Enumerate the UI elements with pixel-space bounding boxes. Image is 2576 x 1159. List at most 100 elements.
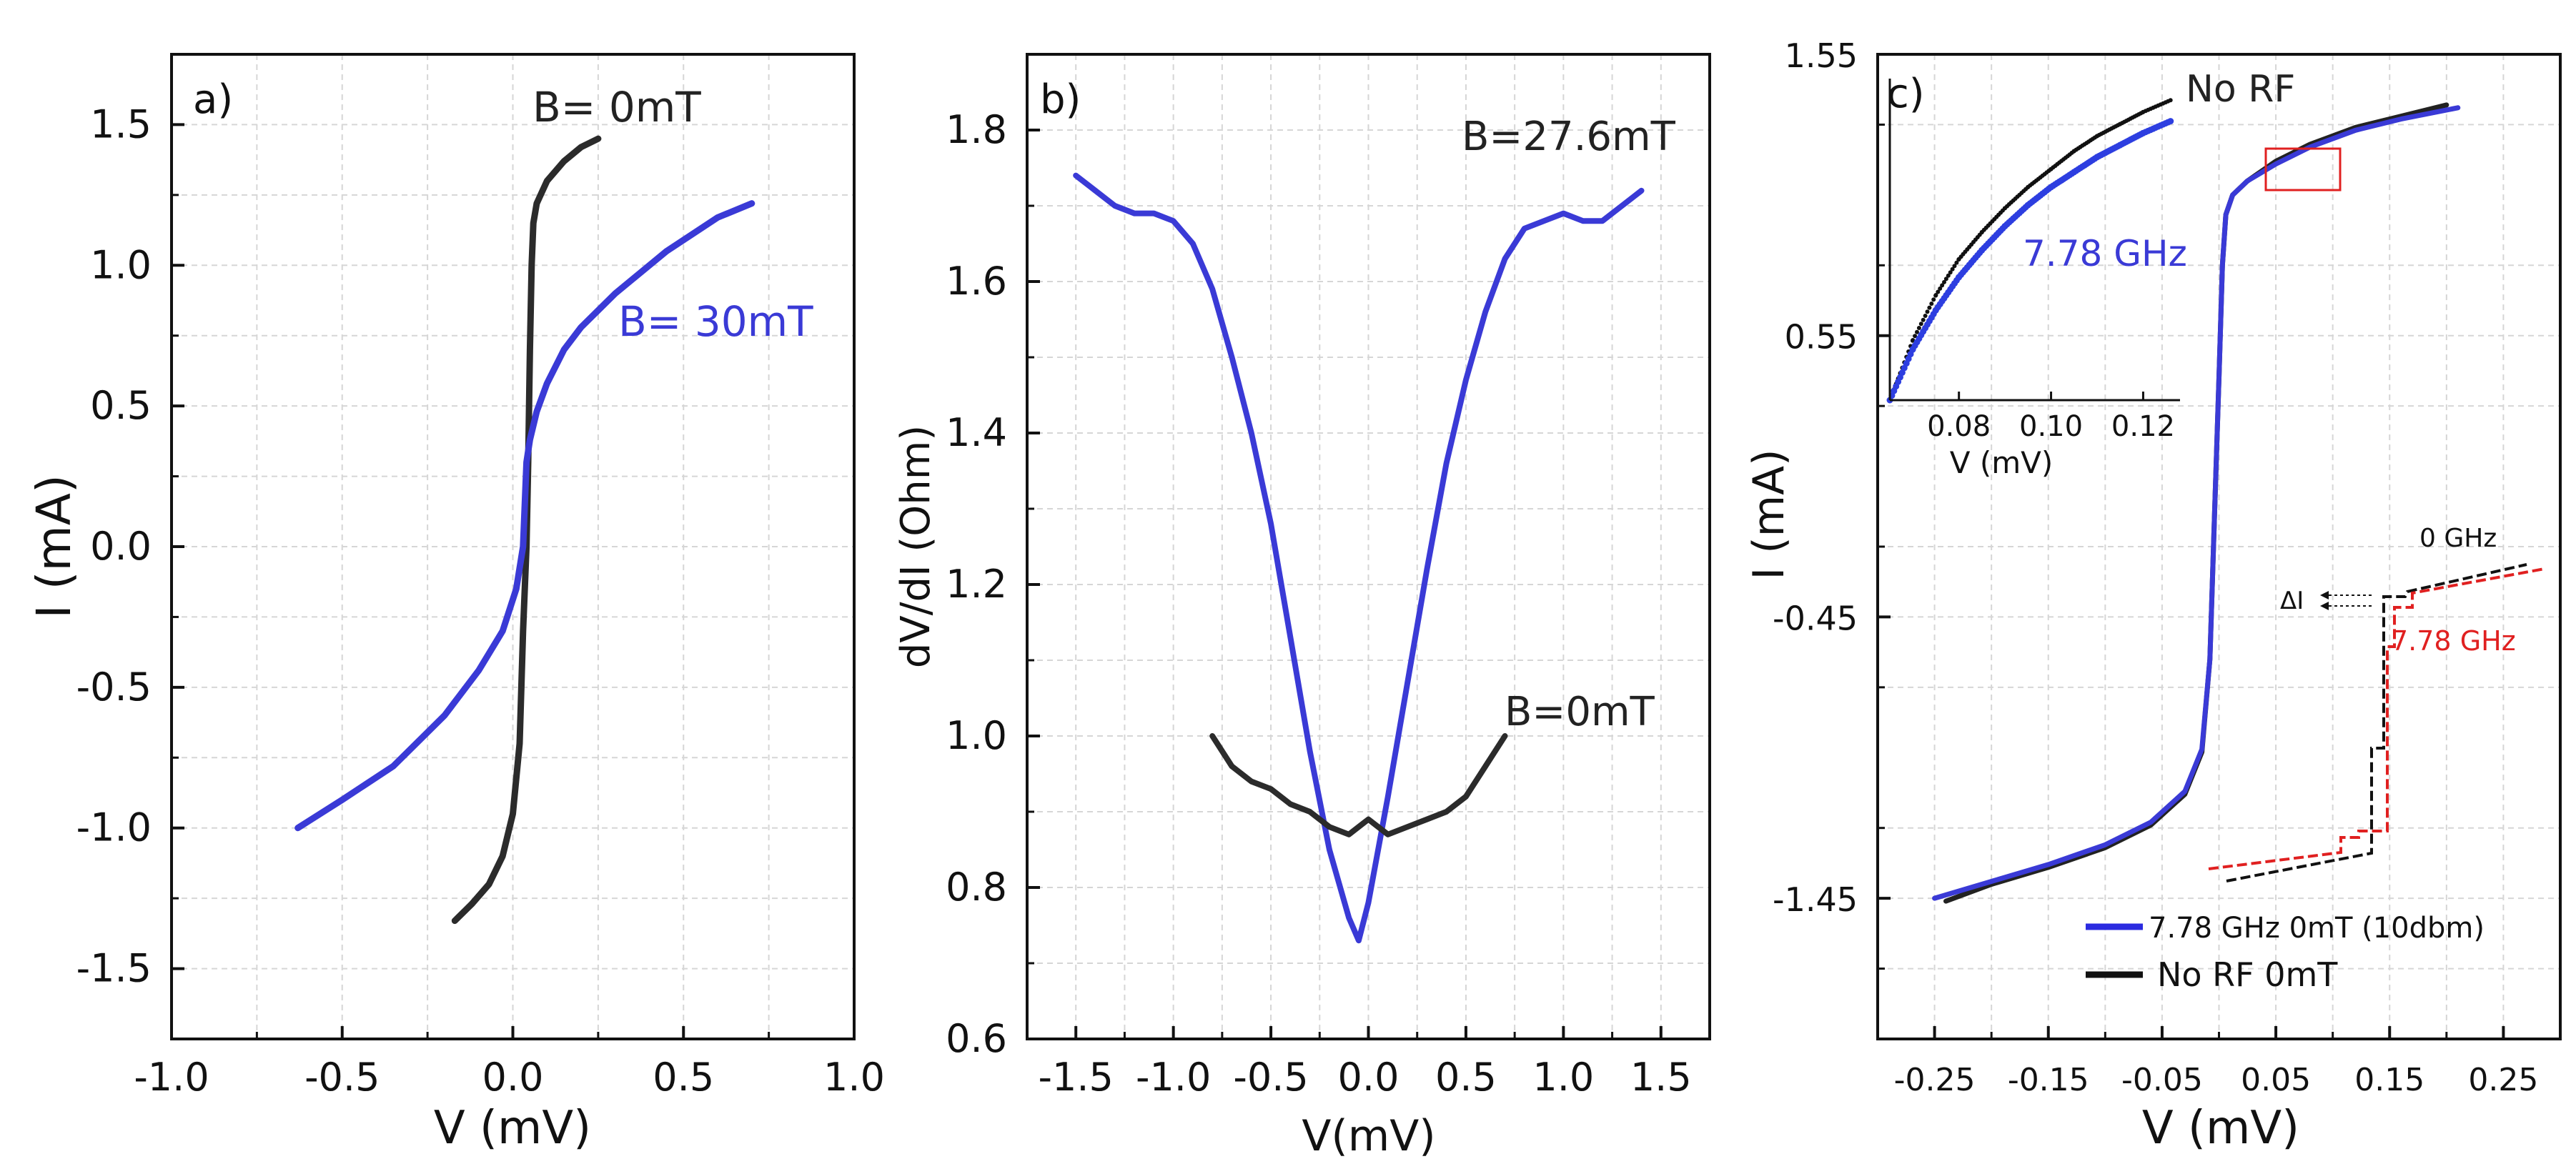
panel-b-grid bbox=[1027, 54, 1710, 1039]
panel-a-annotation-b30: B= 30mT bbox=[618, 297, 813, 346]
panel-c-xtick-label-3: 0.05 bbox=[2241, 1062, 2311, 1098]
panel-b-ytick-label-3: 1.2 bbox=[946, 562, 1007, 607]
panel-b-ylabel: dV/dI (Ohm) bbox=[893, 425, 939, 668]
inset: 0.08 0.10 0.12 V (mV) No RF 7.78 GHz bbox=[1886, 68, 2295, 480]
inset-series-0-dot bbox=[1918, 322, 1923, 327]
inset-xlabel: V (mV) bbox=[1950, 445, 2054, 480]
legend-label-norf: No RF 0mT bbox=[2157, 955, 2338, 994]
panel-a-ytick-label-6: 1.5 bbox=[90, 101, 152, 146]
panel-a-ytick-label-0: -1.5 bbox=[76, 946, 152, 991]
delta-i-arrowhead-lower bbox=[2320, 602, 2329, 610]
panel-b-annotation-b0: B=0mT bbox=[1505, 689, 1655, 735]
inset-xtick-label-0: 0.08 bbox=[1927, 410, 1991, 443]
zoom-region-box bbox=[2264, 147, 2342, 191]
inset-xtick-label-2: 0.12 bbox=[2111, 410, 2175, 443]
panel-a-ytick-label-1: -1.0 bbox=[76, 805, 152, 850]
panel-c-xtick-label-4: 0.15 bbox=[2354, 1062, 2424, 1098]
panel-c-xtick-label-2: -0.05 bbox=[2121, 1062, 2203, 1098]
inset-series-0-dot bbox=[1943, 277, 1948, 282]
panel-b-ytick-label-1: 0.8 bbox=[946, 865, 1007, 910]
panel-c-series-1 bbox=[1932, 105, 2461, 901]
inset-series-0-dot bbox=[1923, 314, 1928, 318]
panel-a-annotation-b0: B= 0mT bbox=[532, 83, 701, 131]
inset-annotation-778: 7.78 GHz bbox=[2023, 233, 2187, 274]
panel-a-curves bbox=[294, 135, 756, 925]
schematic-label-delta-i: ΔI bbox=[2280, 587, 2304, 615]
panel-b-ytick-label-6: 1.8 bbox=[946, 107, 1007, 152]
inset-series-0-dot bbox=[1931, 297, 1936, 302]
schematic-label-0ghz: 0 GHz bbox=[2419, 524, 2497, 553]
panel-c-ytick-label-1: -0.45 bbox=[1773, 599, 1858, 637]
panel-a-xtick-label-3: 0.5 bbox=[653, 1055, 714, 1100]
panel-b-xtick-label-4: 0.5 bbox=[1435, 1055, 1497, 1100]
panel-b-xtick-label-2: -0.5 bbox=[1233, 1055, 1308, 1100]
panel-a-ytick-label-5: 1.0 bbox=[90, 242, 152, 287]
panel-b-ytick-label-5: 1.6 bbox=[946, 259, 1007, 304]
panel-b-annotation-b276: B=27.6mT bbox=[1462, 114, 1676, 160]
inset-series-0-dot bbox=[1940, 283, 1945, 288]
panel-a-ticks: -1.0 -0.5 0.0 0.5 1.0 -1.5 -1.0 -0.5 0.0 0.5 1.0 1.… bbox=[76, 101, 885, 1100]
inset-series-0-dot bbox=[1936, 289, 1941, 294]
inset-annotation-norf: No RF bbox=[2186, 68, 2295, 111]
inset-series-0-dot bbox=[1925, 309, 1930, 314]
panel-a-xlabel: V (mV) bbox=[434, 1102, 591, 1155]
inset-series-0-dot bbox=[1933, 293, 1938, 297]
inset-curves bbox=[1886, 98, 2174, 404]
panel-b-label: b) bbox=[1040, 76, 1081, 123]
delta-i-arrowhead-upper bbox=[2320, 591, 2329, 600]
panel-c-curves bbox=[1932, 102, 2461, 904]
panel-c-xtick-label-1: -0.15 bbox=[2008, 1062, 2089, 1098]
panel-a-xtick-label-4: 1.0 bbox=[823, 1055, 885, 1100]
panel-c-legend: 7.78 GHz 0mT (10dbm) No RF 0mT bbox=[2086, 912, 2485, 994]
inset-series-0-dot bbox=[1952, 264, 1957, 269]
inset-series-0-dot bbox=[1913, 334, 1918, 339]
panel-b-xlabel: V(mV) bbox=[1302, 1111, 1435, 1159]
inset-series-1-dot bbox=[2167, 118, 2174, 125]
panel-c-ytick-label-2: 0.55 bbox=[1785, 318, 1858, 357]
schematic-label-778: 7.78 GHz bbox=[2391, 625, 2516, 657]
panel-b-ytick-label-2: 1.0 bbox=[946, 713, 1007, 758]
panel-b: -1.5 -1.0 -0.5 0.0 0.5 1.0 1.5 0.6 0.8 1.0 1.2 1.4 1… bbox=[893, 53, 1711, 1159]
panel-b-ytick-label-0: 0.6 bbox=[946, 1016, 1007, 1061]
panel-c-ytick-label-3: 1.55 bbox=[1785, 36, 1858, 75]
panel-b-ytick-label-4: 1.4 bbox=[946, 410, 1007, 455]
inset-ticks: 0.08 0.10 0.12 bbox=[1927, 392, 2175, 443]
panel-a-xtick-label-0: -1.0 bbox=[134, 1055, 209, 1100]
inset-series-0-dot bbox=[1954, 260, 1959, 265]
panel-b-xtick-label-3: 0.0 bbox=[1338, 1055, 1400, 1100]
inset-series-0-dot bbox=[1927, 305, 1932, 310]
panel-b-xtick-label-6: 1.5 bbox=[1630, 1055, 1692, 1100]
panel-c: -0.25 -0.15 -0.05 0.05 0.15 0.25 -1.45 -0.45 0.5… bbox=[1744, 36, 2562, 1155]
legend-label-778: 7.78 GHz 0mT (10dbm) bbox=[2149, 912, 2485, 945]
panel-c-ticks: -0.25 -0.15 -0.05 0.05 0.15 0.25 -1.45 -0.45 0.5… bbox=[1773, 36, 2538, 1098]
panel-a-label: a) bbox=[193, 76, 233, 123]
panel-c-ytick-label-0: -1.45 bbox=[1773, 880, 1858, 919]
shapiro-step-schematic: 0 GHz ΔI 7.78 GHz bbox=[2208, 524, 2545, 882]
panel-c-label: c) bbox=[1887, 71, 1925, 117]
inset-series-0-dot bbox=[1948, 270, 1953, 275]
panel-c-ylabel: I (mA) bbox=[1744, 449, 1794, 580]
inset-series-0-dot bbox=[1929, 302, 1934, 306]
panel-c-xtick-label-0: -0.25 bbox=[1894, 1062, 1976, 1098]
schematic-778-trace bbox=[2208, 567, 2545, 870]
panel-a-series-1 bbox=[294, 200, 756, 832]
panel-c-xlabel: V (mV) bbox=[2142, 1102, 2299, 1155]
panel-a-ylabel: I (mA) bbox=[26, 474, 81, 618]
inset-xtick-label-1: 0.10 bbox=[2019, 410, 2083, 443]
schematic-no-rf-trace bbox=[2226, 563, 2527, 882]
panel-b-xtick-label-1: -1.0 bbox=[1136, 1055, 1211, 1100]
panel-a-ytick-label-3: 0.0 bbox=[90, 524, 152, 569]
inset-series-0-dot bbox=[1950, 267, 1955, 272]
panel-a-grid bbox=[172, 54, 854, 1039]
panel-a-xtick-label-2: 0.0 bbox=[482, 1055, 544, 1100]
panel-a-ytick-label-2: -0.5 bbox=[76, 665, 152, 710]
inset-series-0-dot bbox=[1942, 279, 1946, 284]
inset-series-0-dot bbox=[1921, 317, 1926, 322]
panel-b-series-0 bbox=[1073, 172, 1645, 944]
inset-series-0-dot bbox=[1938, 286, 1943, 291]
panel-b-curves bbox=[1073, 172, 1645, 944]
panel-b-xtick-label-0: -1.5 bbox=[1039, 1055, 1114, 1100]
inset-series-0-dot bbox=[2168, 98, 2173, 103]
panel-a: -1.0 -0.5 0.0 0.5 1.0 -1.5 -1.0 -0.5 0.0 0.5 1.0 1.… bbox=[26, 53, 885, 1155]
panel-c-xtick-label-5: 0.25 bbox=[2468, 1062, 2538, 1098]
